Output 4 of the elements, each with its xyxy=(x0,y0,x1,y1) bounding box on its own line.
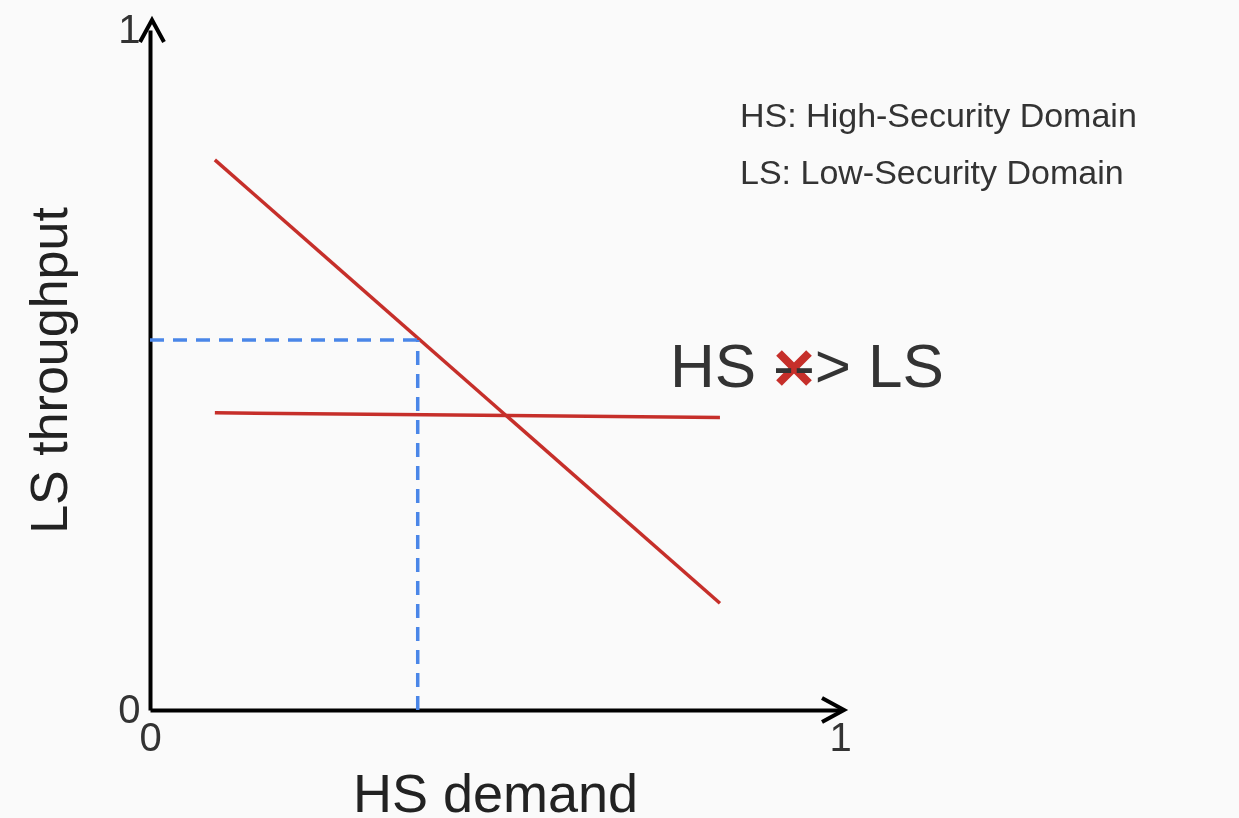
annotation: LS: Low-Security Domain xyxy=(740,153,1124,192)
x-axis-title: HS demand xyxy=(352,762,639,818)
y-axis-title: LS throughput xyxy=(20,206,79,534)
annotation: HS: High-Security Domain xyxy=(740,96,1137,135)
